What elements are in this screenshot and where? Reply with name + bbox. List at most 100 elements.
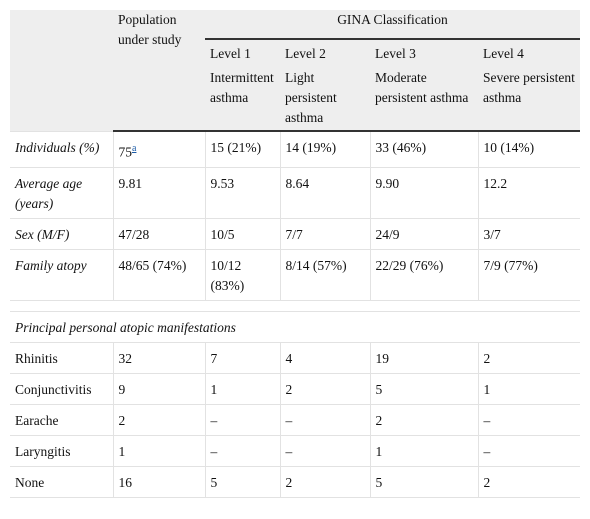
cell-value: 32 [118, 350, 133, 366]
level-name: Level 1 [210, 46, 251, 61]
table-row: Earache 2– –2– [10, 403, 580, 436]
table-cell: 9.53 [204, 166, 281, 219]
table-cell: 10/12 (83%) [204, 248, 281, 301]
level-name: Level 3 [375, 46, 416, 61]
cell-value: 3/7 [483, 226, 501, 242]
cell-value: 22/29 (76%) [375, 257, 444, 273]
level-name: Level 2 [285, 46, 326, 61]
table-body: Individuals (%) 75a 15 (21%) 14 (19%) 33 (46… [10, 130, 580, 498]
table-cell: 10/5 [204, 217, 281, 250]
table-cell: 9.90 [369, 166, 479, 219]
cell-value: 2 [285, 474, 293, 490]
table-cell: – [204, 434, 281, 467]
cell-value: 2 [483, 350, 491, 366]
cell-value: – [210, 412, 218, 428]
table-row: Conjunctivitis 9 1 2 5 1 [10, 372, 580, 405]
table-cell: 24/9 [369, 217, 479, 250]
cell-value: 47/28 [118, 226, 150, 242]
table-cell: 5 [204, 465, 281, 498]
cell-value: 10/5 [210, 226, 235, 242]
row-label: Individuals (%) [10, 130, 114, 168]
spacer-cell [10, 299, 580, 312]
table-cell: 2 [369, 403, 479, 436]
table-cell: 3/7 [477, 217, 580, 250]
cell-value: – [285, 412, 293, 428]
data-table: Population under study GINA Classificati… [10, 10, 580, 498]
table-cell: – [279, 403, 371, 436]
table-cell: 47/28 [112, 217, 206, 250]
table-cell: 2 [477, 465, 580, 498]
cell-value: 1 [375, 443, 383, 459]
cell-value: 5 [375, 474, 383, 490]
table-cell: 1 [477, 372, 580, 405]
table-cell: 2 [279, 372, 371, 405]
cell-value: 7 [210, 350, 218, 366]
table-cell: 19 [369, 341, 479, 374]
row-label: Rhinitis [10, 341, 114, 374]
table-cell: 2 [477, 341, 580, 374]
table-cell: 15 (21%) [204, 130, 281, 168]
section-label: Principal personal atopic manifestations [10, 310, 580, 343]
cell-value: 4 [285, 350, 293, 366]
table-cell: 2 [279, 465, 371, 498]
cell-value: – [285, 443, 293, 459]
cell-value: – [210, 443, 218, 459]
cell-value: 5 [210, 474, 218, 490]
cell-value: 15 (21%) [210, 140, 262, 155]
table-row: Laryngitis 1– –1– [10, 434, 580, 467]
table-cell: 1 [204, 372, 281, 405]
cell-value: 75 [118, 144, 133, 160]
cell-value: 16 [118, 474, 133, 490]
table-cell: 10 (14%) [477, 130, 580, 168]
cell-value: 24/9 [375, 226, 400, 242]
cell-value: 9 [118, 381, 126, 397]
table-cell: 1 [369, 434, 479, 467]
table-row: Average age (years) 9.81 9.53 8.64 9.90 12.2 [10, 166, 580, 219]
table-cell: 9.81 [112, 166, 206, 219]
section-row: Principal personal atopic manifestations [10, 310, 580, 343]
table-row: Sex (M/F) 47/28 10/5 7/7 24/9 3/7 [10, 217, 580, 250]
table-cell: 2 [112, 403, 206, 436]
cell-value: 8/14 (57%) [285, 257, 347, 273]
table-header: Population under study GINA Classificati… [10, 10, 580, 132]
table-cell: 33 (46%) [369, 130, 479, 168]
level-header: Level 4 Severe persistent asthma [478, 39, 580, 132]
level-description: Severe persistent asthma [483, 70, 575, 105]
corner-cell [10, 10, 113, 131]
cell-value: 7/7 [285, 226, 303, 242]
table-cell: – [279, 434, 371, 467]
group-header: GINA Classification [205, 10, 580, 40]
level-header: Level 1 Intermittent asthma [205, 39, 280, 132]
table-cell: – [477, 434, 580, 467]
row-label: Family atopy [10, 248, 114, 301]
cell-value: 9.81 [118, 175, 143, 191]
table-row: Family atopy 48/65 (74%) 10/12 (83%) 8/14 (… [10, 248, 580, 301]
level-description: Intermittent asthma [210, 70, 274, 105]
table-cell: 16 [112, 465, 206, 498]
level-header: Level 3 Moderate persistent asthma [370, 39, 478, 132]
table-cell: – [477, 403, 580, 436]
cell-value: 5 [375, 381, 383, 397]
cell-value: 12.2 [483, 175, 508, 191]
cell-value: 2 [285, 381, 293, 397]
table-cell: – [204, 403, 281, 436]
cell-value: 10/12 (83%) [210, 257, 245, 293]
row-label: Average age (years) [10, 166, 114, 219]
table-row: None 16 5 2 5 2 [10, 465, 580, 498]
cell-value: 7/9 (77%) [483, 257, 538, 273]
table-cell: 4 [279, 341, 371, 374]
cell-value: 14 (19%) [285, 140, 337, 155]
table-row: Individuals (%) 75a 15 (21%) 14 (19%) 33 (46… [10, 130, 580, 168]
row-label: Earache [10, 403, 114, 436]
table-cell: 5 [369, 465, 479, 498]
level-header: Level 2 Light persistent asthma [280, 39, 370, 132]
footnote-link[interactable]: a [132, 143, 137, 154]
cell-value: 19 [375, 350, 390, 366]
cell-value: 9.90 [375, 175, 400, 191]
cell-value: 9.53 [210, 175, 235, 191]
table-cell: 12.2 [477, 166, 580, 219]
table-cell: 7/7 [279, 217, 371, 250]
cell-value: – [483, 412, 491, 428]
level-name: Level 4 [483, 46, 524, 61]
